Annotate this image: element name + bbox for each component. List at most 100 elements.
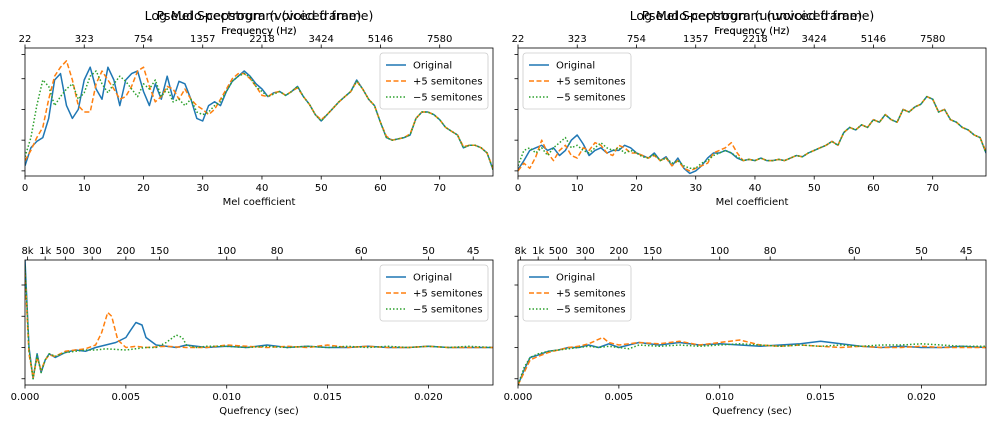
top-tick-label: 3424 <box>308 34 333 45</box>
legend-label: Original <box>413 61 452 72</box>
top-tick-label: 754 <box>134 34 153 45</box>
top-tick-label: 8k <box>514 246 526 257</box>
chart-title: Pseudo-cepstrum (voiced frame) <box>157 8 362 23</box>
top-axis-label: Frequency (Hz) <box>714 26 790 37</box>
series-line-5-semitones <box>518 95 986 170</box>
top-tick-label: 5146 <box>368 34 393 45</box>
x-tick-label: 30 <box>689 183 702 194</box>
legend-label: −5 semitones <box>413 93 483 104</box>
x-tick-label: 60 <box>867 183 880 194</box>
top-tick-label: 100 <box>710 246 729 257</box>
legend: Original +5 semitones −5 semitones <box>522 264 632 322</box>
top-tick-label: 500 <box>56 246 75 257</box>
x-tick-label: 0.005 <box>112 392 141 403</box>
top-tick-label: 7580 <box>427 34 452 45</box>
legend: Original +5 semitones −5 semitones <box>379 52 489 110</box>
top-tick-label: 7580 <box>920 34 945 45</box>
top-tick-label: 45 <box>467 246 480 257</box>
x-tick-label: 0.015 <box>806 392 835 403</box>
series-line-5-semitones <box>518 343 986 385</box>
x-axis-label: Quefrency (sec) <box>219 406 299 417</box>
legend: Original +5 semitones −5 semitones <box>522 52 632 110</box>
x-tick-label: 10 <box>78 183 91 194</box>
series-group <box>518 336 986 385</box>
legend-label: Original <box>556 273 595 284</box>
top-tick-label: 60 <box>848 246 861 257</box>
legend-box <box>522 264 632 322</box>
top-tick-label: 150 <box>150 246 169 257</box>
chart-title: Pseudo-cepstrum (unvoiced frame) <box>642 8 863 23</box>
x-tick-label: 0 <box>22 183 28 194</box>
legend-box <box>522 52 632 110</box>
top-tick-label: 45 <box>960 246 973 257</box>
x-tick-label: 0.000 <box>11 392 40 403</box>
x-tick-label: 50 <box>808 183 821 194</box>
plot-frame <box>517 47 987 177</box>
top-tick-label: 2218 <box>249 34 274 45</box>
x-tick-label: 0.000 <box>504 392 533 403</box>
legend-label: +5 semitones <box>556 77 626 88</box>
x-tick-label: 0 <box>515 183 521 194</box>
x-tick-label: 0.015 <box>313 392 342 403</box>
plot-frame <box>24 259 494 386</box>
legend: Original +5 semitones −5 semitones <box>379 264 489 322</box>
x-tick-label: 20 <box>630 183 643 194</box>
chart-title: Log Mel Spectrogram (unvoiced frame) <box>630 8 875 23</box>
x-tick-label: 70 <box>433 183 446 194</box>
top-tick-label: 323 <box>568 34 587 45</box>
series-group <box>25 60 493 170</box>
top-axis-label: Frequency (Hz) <box>221 26 297 37</box>
top-tick-label: 300 <box>83 246 102 257</box>
top-tick-label: 100 <box>217 246 236 257</box>
legend-label: +5 semitones <box>413 77 483 88</box>
legend-label: −5 semitones <box>556 93 626 104</box>
x-tick-label: 30 <box>196 183 209 194</box>
legend-label: Original <box>413 273 452 284</box>
top-axis-label: Frequency (Hz) <box>714 26 790 37</box>
x-tick-label: 20 <box>137 183 150 194</box>
x-tick-label: 60 <box>374 183 387 194</box>
x-tick-label: 0.010 <box>212 392 241 403</box>
top-tick-label: 5146 <box>861 34 886 45</box>
top-tick-label: 80 <box>271 246 284 257</box>
top-tick-label: 80 <box>764 246 777 257</box>
top-tick-label: 300 <box>576 246 595 257</box>
plot-frame <box>24 47 494 177</box>
series-line-5-semitones <box>25 272 493 379</box>
legend-label: −5 semitones <box>413 305 483 316</box>
top-tick-label: 200 <box>116 246 135 257</box>
legend-label: +5 semitones <box>413 289 483 300</box>
x-tick-label: 40 <box>749 183 762 194</box>
plot-frame <box>517 259 987 386</box>
top-tick-label: 22 <box>512 34 525 45</box>
legend-label: Original <box>556 61 595 72</box>
series-group <box>518 95 986 175</box>
series-line-5-semitones <box>518 336 986 385</box>
x-axis-label: Mel coefficient <box>716 197 789 208</box>
legend-box <box>379 52 489 110</box>
series-group <box>25 260 493 380</box>
top-tick-label: 1k <box>39 246 51 257</box>
chart-title: Log Mel Spectrogram (voiced frame) <box>145 8 374 23</box>
top-tick-label: 22 <box>19 34 32 45</box>
mel-voiced-panel: Log Mel Spectrogram (voiced frame) Freque… <box>19 8 494 208</box>
top-tick-label: 2218 <box>742 34 767 45</box>
top-tick-label: 50 <box>915 246 928 257</box>
top-tick-label: 200 <box>609 246 628 257</box>
x-tick-label: 0.005 <box>605 392 634 403</box>
legend-box <box>379 264 489 322</box>
ceps-unvoiced-panel: Pseudo-cepstrum (unvoiced frame) Frequenc… <box>504 8 987 417</box>
top-tick-label: 323 <box>75 34 94 45</box>
x-axis-label: Mel coefficient <box>223 197 296 208</box>
top-tick-label: 150 <box>643 246 662 257</box>
legend-label: −5 semitones <box>556 305 626 316</box>
top-tick-label: 1357 <box>190 34 215 45</box>
mel-unvoiced-panel: Log Mel Spectrogram (unvoiced frame) Freq… <box>512 8 987 208</box>
x-tick-label: 50 <box>315 183 328 194</box>
top-tick-label: 754 <box>627 34 646 45</box>
x-tick-label: 0.020 <box>414 392 443 403</box>
top-tick-label: 50 <box>422 246 435 257</box>
x-tick-label: 10 <box>571 183 584 194</box>
series-line-5-semitones <box>25 60 493 169</box>
